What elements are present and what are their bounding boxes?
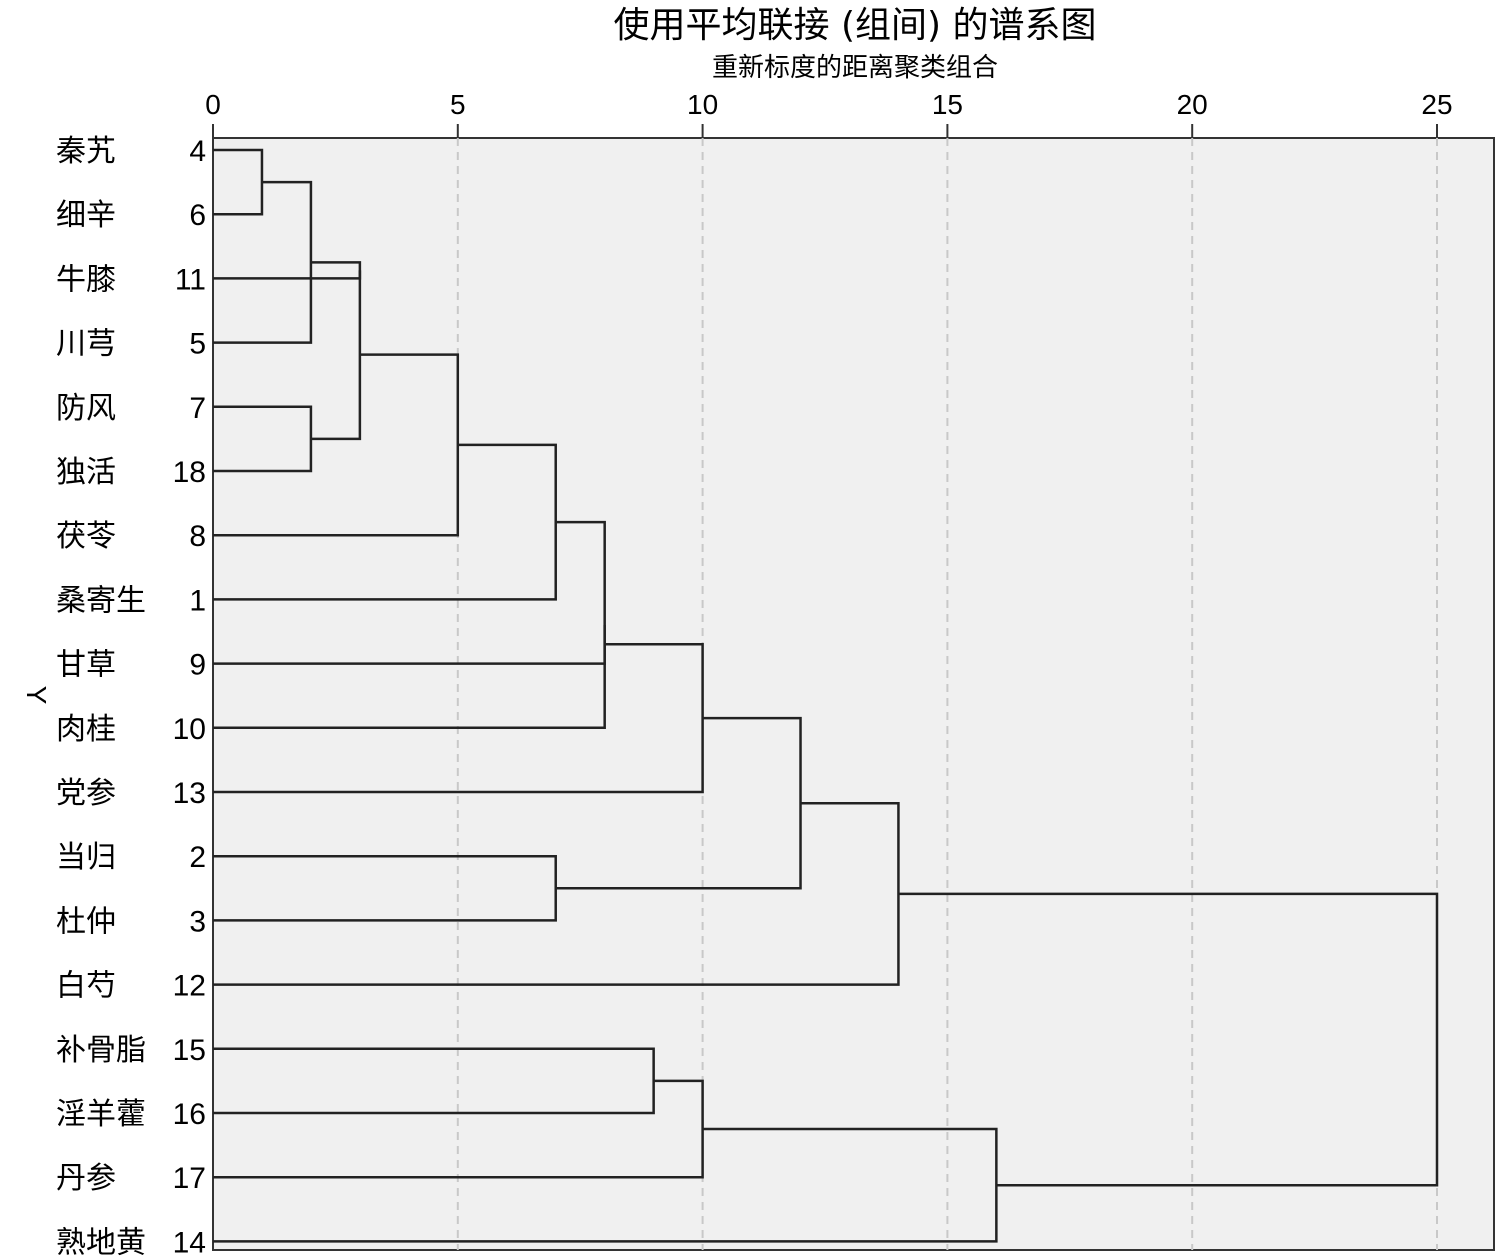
leaf-name-label: 补骨脂 (56, 1033, 146, 1068)
leaf-name-label: 白芍 (56, 969, 116, 1004)
leaf-id-label: 14 (173, 1226, 206, 1259)
plot-area (212, 137, 1495, 1251)
leaf-id-label: 5 (189, 328, 206, 361)
dendrogram-link (213, 624, 606, 665)
leaf-id-label: 12 (173, 970, 206, 1003)
chart-title: 使用平均联接 (组间) 的谱系图 (614, 5, 1097, 46)
x-tick-label: 5 (450, 89, 466, 120)
leaf-name-label: 肉桂 (56, 712, 116, 747)
dendrogram-links (213, 148, 1439, 1243)
chart-subtitle: 重新标度的距离聚类组合 (712, 53, 998, 83)
dendrogram-link (898, 892, 1439, 1187)
leaf-id-label: 8 (189, 520, 206, 553)
leaf-name-label: 当归 (56, 840, 116, 875)
x-tick-label: 0 (205, 89, 221, 120)
leaf-id-label: 16 (173, 1098, 206, 1131)
leaf-name-label: 川芎 (56, 327, 116, 362)
x-axis-ticks: 0 5 10 15 20 25 (205, 89, 1453, 138)
leaf-id-label: 1 (189, 584, 206, 617)
leaf-name-label: 甘草 (56, 648, 116, 683)
leaf-name-label: 独活 (56, 455, 116, 490)
dendrogram-link (213, 520, 606, 730)
leaf-name-label: 防风 (56, 391, 116, 426)
leaf-id-label: 10 (173, 713, 206, 746)
leaf-id-label: 3 (189, 905, 206, 938)
leaf-id-label: 9 (189, 649, 206, 682)
x-tick-label: 15 (932, 89, 963, 120)
leaf-id-label: 7 (189, 392, 206, 425)
y-axis-label: Y (21, 686, 52, 705)
leaf-name-label: 杜仲 (56, 904, 116, 939)
x-tick-label: 10 (687, 89, 718, 120)
leaf-name-label: 牛膝 (56, 262, 116, 297)
x-tick-label: 25 (1421, 89, 1452, 120)
leaf-name-label: 丹参 (56, 1161, 116, 1196)
leaf-id-label: 15 (173, 1034, 206, 1067)
x-tick-label: 20 (1177, 89, 1208, 120)
leaf-name-label: 淫羊藿 (56, 1097, 146, 1132)
leaf-id-label: 2 (189, 841, 206, 874)
leaf-name-label: 茯苓 (56, 519, 116, 554)
leaf-id-label: 17 (173, 1162, 206, 1195)
leaf-name-label: 秦艽 (56, 134, 116, 169)
leaf-id-label: 11 (175, 263, 206, 296)
leaf-id-label: 13 (173, 777, 206, 810)
leaf-name-label: 党参 (56, 776, 116, 811)
leaf-id-label: 18 (173, 456, 206, 489)
leaf-id-label: 6 (189, 199, 206, 232)
leaf-name-label: 熟地黄 (56, 1225, 146, 1260)
leaf-labels: 秦艽 4 细辛 6 牛膝 11 川芎 5 防风 7 独活 18 茯苓 8 桑寄生 1 甘草 9 肉桂 10 党参 13 当归… (56, 134, 206, 1260)
leaf-name-label: 桑寄生 (56, 583, 146, 618)
dendrogram-link (310, 270, 362, 441)
leaf-id-label: 4 (189, 135, 206, 168)
leaf-name-label: 细辛 (56, 198, 116, 233)
